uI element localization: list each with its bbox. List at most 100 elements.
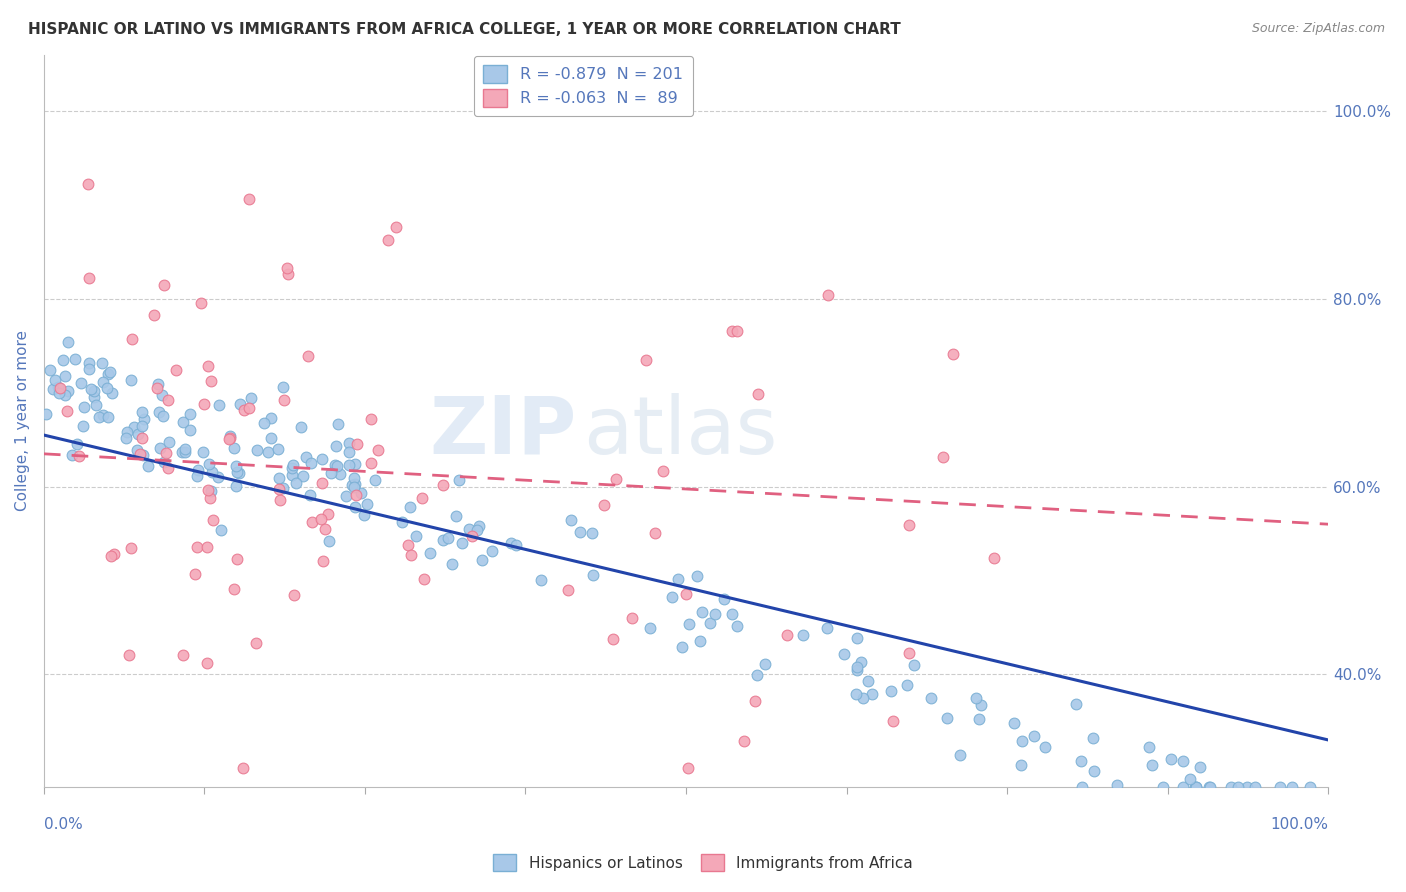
Y-axis label: College, 1 year or more: College, 1 year or more xyxy=(15,331,30,511)
Point xyxy=(198,491,221,506)
Point xyxy=(207,469,229,483)
Point xyxy=(129,447,152,461)
Point xyxy=(450,536,472,550)
Point xyxy=(898,517,921,532)
Point xyxy=(471,553,494,567)
Point xyxy=(367,442,389,457)
Point xyxy=(191,445,214,459)
Point xyxy=(229,397,252,411)
Point xyxy=(846,660,869,674)
Point xyxy=(238,401,260,415)
Point xyxy=(344,500,367,514)
Point xyxy=(245,636,267,650)
Point xyxy=(53,369,76,384)
Point xyxy=(198,457,221,471)
Point xyxy=(444,508,467,523)
Point xyxy=(187,463,209,477)
Point xyxy=(312,553,335,567)
Point xyxy=(337,458,360,472)
Point xyxy=(1083,764,1105,779)
Point xyxy=(318,534,340,549)
Point xyxy=(120,541,142,555)
Point xyxy=(148,404,170,418)
Point xyxy=(776,628,799,642)
Point xyxy=(942,347,965,361)
Point xyxy=(1070,780,1092,794)
Point xyxy=(120,373,142,387)
Point xyxy=(239,391,262,405)
Point xyxy=(411,491,433,505)
Point xyxy=(285,476,308,491)
Point xyxy=(335,489,357,503)
Point xyxy=(1137,740,1160,755)
Point xyxy=(858,674,880,689)
Point xyxy=(745,667,768,681)
Point xyxy=(44,374,66,388)
Point xyxy=(77,177,100,191)
Point xyxy=(468,519,491,533)
Point xyxy=(122,420,145,434)
Point xyxy=(557,582,579,597)
Point xyxy=(1171,754,1194,768)
Point xyxy=(131,432,153,446)
Point xyxy=(276,260,298,275)
Point xyxy=(197,483,219,497)
Point xyxy=(815,621,838,635)
Point xyxy=(269,493,291,508)
Text: 0.0%: 0.0% xyxy=(44,817,83,832)
Point xyxy=(84,398,107,412)
Point xyxy=(290,420,312,434)
Point xyxy=(505,538,527,552)
Point xyxy=(356,497,378,511)
Point xyxy=(560,513,582,527)
Point xyxy=(131,405,153,419)
Point xyxy=(208,398,231,412)
Text: Source: ZipAtlas.com: Source: ZipAtlas.com xyxy=(1251,22,1385,36)
Point xyxy=(457,522,479,536)
Point xyxy=(666,573,689,587)
Point xyxy=(252,416,274,430)
Point xyxy=(228,466,250,480)
Point xyxy=(193,397,215,411)
Point xyxy=(725,324,748,338)
Point xyxy=(1010,757,1032,772)
Point xyxy=(83,391,105,405)
Point xyxy=(1198,780,1220,794)
Point xyxy=(499,536,522,550)
Point xyxy=(399,548,422,562)
Point xyxy=(747,387,769,401)
Point xyxy=(1070,754,1092,768)
Point xyxy=(481,544,503,558)
Point xyxy=(219,429,242,443)
Point xyxy=(1184,780,1206,794)
Point xyxy=(398,500,420,514)
Point xyxy=(652,464,675,478)
Point xyxy=(689,633,711,648)
Point xyxy=(96,381,118,395)
Point xyxy=(353,508,375,522)
Point xyxy=(405,528,427,542)
Point xyxy=(967,712,990,726)
Point xyxy=(316,508,339,522)
Point xyxy=(148,377,170,392)
Point xyxy=(1173,780,1195,794)
Point xyxy=(792,627,814,641)
Point xyxy=(965,691,987,706)
Point xyxy=(441,558,464,572)
Point xyxy=(225,479,247,493)
Point xyxy=(529,574,551,588)
Point xyxy=(323,458,346,472)
Point xyxy=(1220,780,1243,794)
Point xyxy=(172,444,194,458)
Point xyxy=(605,472,627,486)
Point xyxy=(581,526,603,541)
Point xyxy=(325,458,347,473)
Text: ZIP: ZIP xyxy=(430,393,576,471)
Point xyxy=(42,382,65,396)
Point xyxy=(298,488,321,502)
Point xyxy=(127,443,149,458)
Point xyxy=(209,524,232,538)
Point xyxy=(165,363,187,377)
Point xyxy=(232,761,254,775)
Point xyxy=(56,384,79,399)
